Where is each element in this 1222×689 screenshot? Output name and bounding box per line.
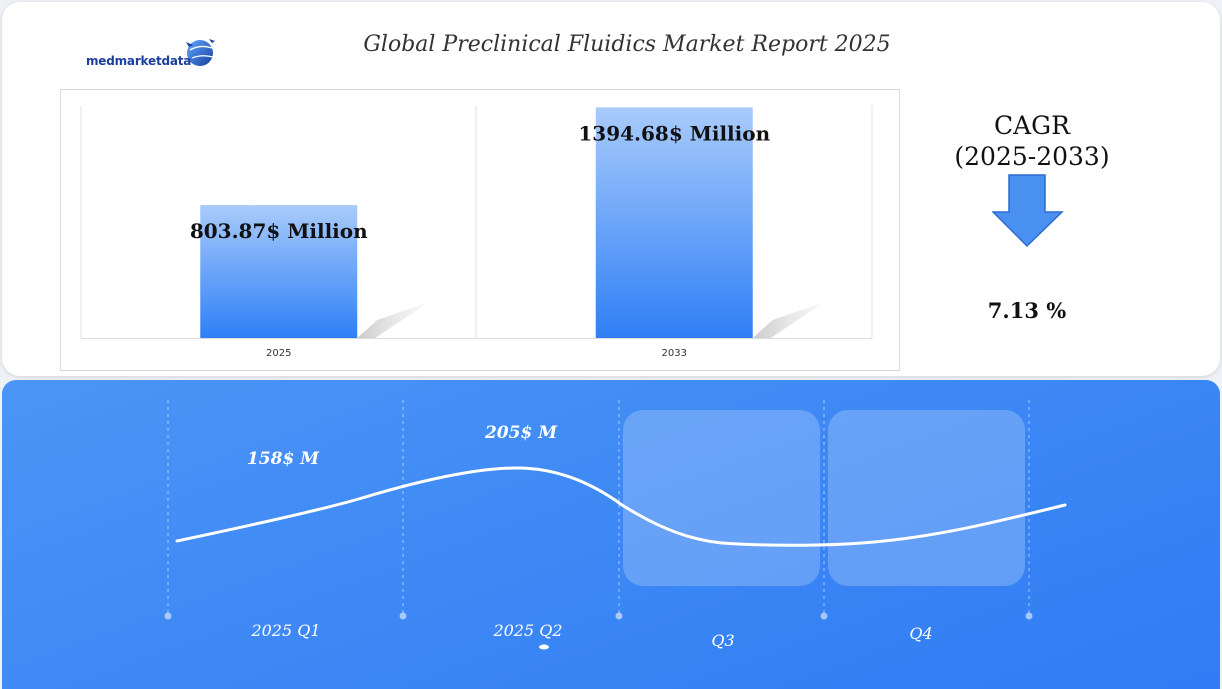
cursor-dot <box>539 644 549 650</box>
line-data-label: 205$ M <box>484 423 558 443</box>
quarterly-trend-line <box>175 466 1067 547</box>
quarter-label: Q4 <box>909 624 932 643</box>
bar-2025 <box>200 205 358 338</box>
cagr-period: (2025-2033) <box>954 142 1110 171</box>
market-size-card: medmarketdata Global Preclinical Fluidic… <box>2 2 1220 376</box>
x-tick-label: 2033 <box>662 348 687 359</box>
down-arrow-icon <box>992 174 1064 248</box>
bar-data-label: 803.87$ Million <box>190 219 368 243</box>
axis-dot <box>820 612 828 620</box>
cagr-title: CAGR <box>994 111 1070 140</box>
axis-dot <box>615 612 623 620</box>
x-tick-label: 2025 <box>266 348 291 359</box>
brand-logo[interactable]: medmarketdata <box>86 36 226 72</box>
globe-bird-icon <box>186 39 215 66</box>
line-data-label: 158$ M <box>247 449 320 469</box>
quarter-label: 2025 Q1 <box>250 621 320 640</box>
cagr-value: 7.13 % <box>987 298 1067 323</box>
bar-shadow <box>357 302 430 338</box>
axis-dot <box>399 612 407 620</box>
market-size-bar-chart: 803.87$ Million 2025 1394.68$ Million 2033 <box>60 89 900 371</box>
highlight-box-Q4 <box>828 410 1025 586</box>
bar-shadow <box>752 302 825 338</box>
logo-text: medmarketdata <box>86 54 192 68</box>
quarter-label: 2025 Q2 <box>492 621 562 640</box>
quarterly-panel: 158$ M 205$ M 2025 Q1 2025 Q2 Q3 Q4 <box>2 380 1220 689</box>
bar-data-label: 1394.68$ Million <box>578 121 770 145</box>
quarterly-line-chart: 158$ M 205$ M 2025 Q1 2025 Q2 Q3 Q4 <box>164 400 1067 650</box>
axis-dot <box>164 612 172 620</box>
quarter-label: Q3 <box>711 631 734 650</box>
axis-dot <box>1025 612 1033 620</box>
highlight-box-Q3 <box>623 410 820 586</box>
bar-2033 <box>595 107 753 338</box>
report-title: Global Preclinical Fluidics Market Repor… <box>363 32 891 57</box>
cagr-label: CAGR (2025-2033) <box>902 110 1162 172</box>
